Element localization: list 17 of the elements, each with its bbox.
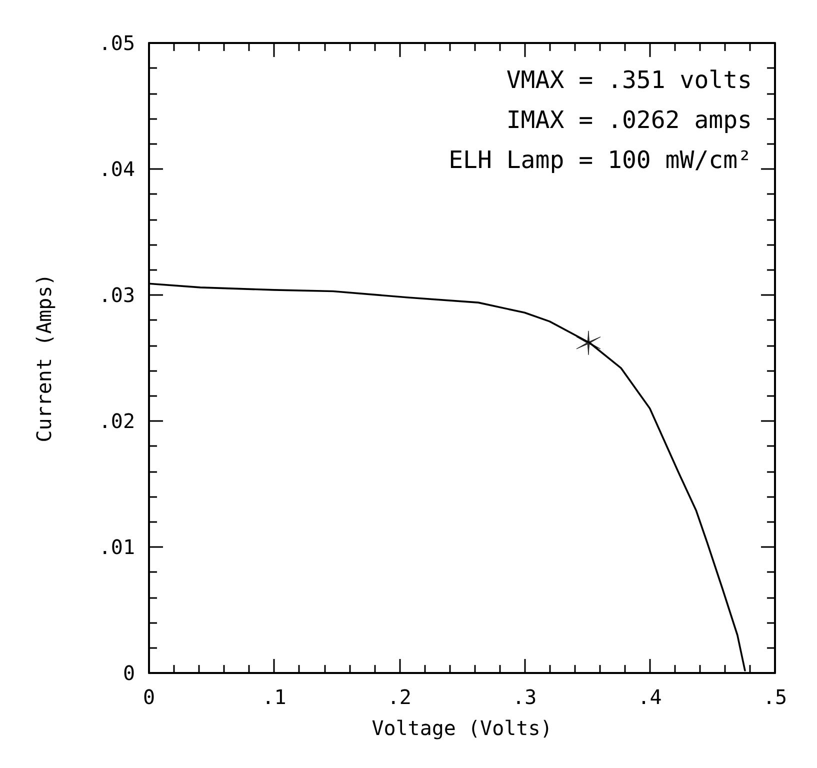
x-tick-label: .5 [762,685,788,709]
y-tick-label: .04 [98,157,135,181]
y-tick-label: .03 [98,283,135,307]
y-tick-label: .01 [98,535,135,559]
x-tick-label: .4 [638,685,662,709]
x-tick-label: .2 [387,685,412,709]
x-axis-title: Voltage (Volts) [372,716,552,740]
y-tick-label: .05 [98,31,135,55]
annotation: ELH Lamp = 100 mW/cm² [448,146,752,174]
x-tick-label: 0 [142,685,156,709]
annotation: IMAX = .0262 amps [506,106,752,134]
y-tick-label: 0 [122,661,135,685]
x-tick-label: .1 [262,685,286,709]
x-tick-label: .3 [512,685,537,709]
y-tick-label: .02 [98,409,135,433]
y-axis-title: Current (Amps) [32,274,56,442]
annotation: VMAX = .351 volts [506,66,752,94]
